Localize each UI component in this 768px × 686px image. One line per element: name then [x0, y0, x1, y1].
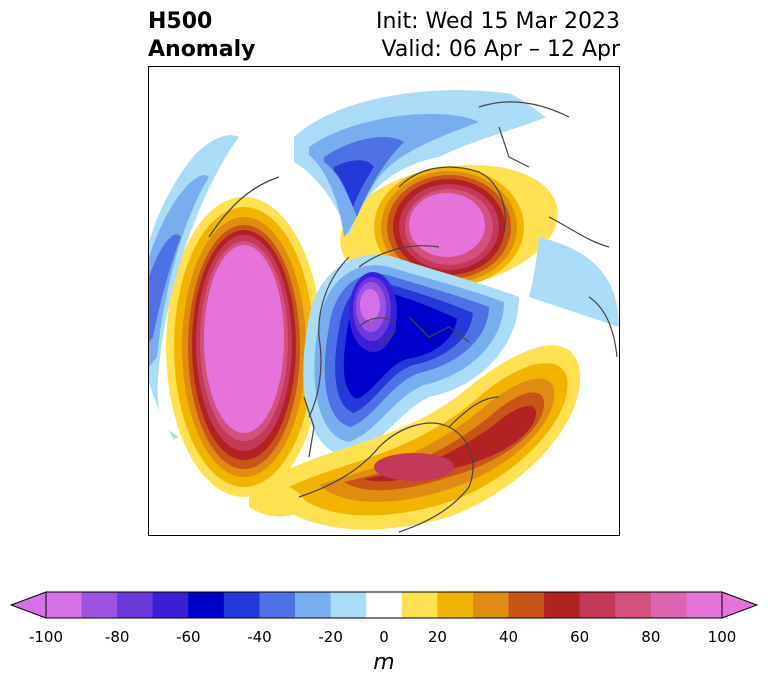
colorbar-swatch — [81, 592, 118, 618]
colorbar-swatch — [615, 592, 652, 618]
title-valid-range: Valid: 06 Apr – 12 Apr — [381, 37, 621, 62]
colorbar-swatch — [295, 592, 332, 618]
title-variable: H500 — [148, 9, 213, 34]
colorbar-swatch — [544, 592, 581, 618]
title-init-date: Init: Wed 15 Mar 2023 — [375, 9, 620, 34]
map-title-left: H500 Anomaly — [148, 8, 255, 64]
polar-map — [148, 66, 620, 536]
colorbar-tick-label: 80 — [641, 628, 661, 646]
colorbar-tick-label: -60 — [176, 628, 201, 646]
colorbar-tick-label: -80 — [104, 628, 130, 646]
north-pacific-ridge — [166, 197, 322, 497]
colorbar-tick-label: -40 — [247, 628, 272, 646]
arctic-siberia-ridge — [340, 164, 558, 290]
colorbar-swatch — [152, 592, 189, 618]
colorbar — [9, 590, 759, 628]
colorbar-tick-label: 40 — [498, 628, 519, 646]
colorbar-svg — [9, 591, 759, 619]
western-blue-band — [149, 135, 239, 447]
colorbar-tick-label: -20 — [318, 628, 343, 646]
colorbar-swatch — [401, 592, 438, 618]
map-title-right: Init: Wed 15 Mar 2023 Valid: 06 Apr – 12… — [376, 8, 620, 64]
colorbar-swatch — [223, 592, 260, 618]
hudson-bay-trough — [303, 254, 519, 457]
eurasia-trough — [529, 237, 619, 327]
colorbar-extend-min — [9, 591, 47, 619]
colorbar-swatch — [259, 592, 296, 618]
colorbar-swatch — [579, 592, 616, 618]
colorbar-tick-label: 20 — [427, 628, 447, 646]
colorbar-extend-max — [721, 591, 759, 619]
colorbar-swatch — [508, 592, 545, 618]
southwest-ridge — [249, 483, 309, 517]
arctic-trough-arc — [294, 90, 569, 237]
colorbar-tick-label: 100 — [707, 628, 737, 646]
colorbar-swatch — [188, 592, 225, 618]
colorbar-outline — [45, 591, 723, 619]
anomaly-map-svg — [149, 90, 619, 533]
colorbar-swatch — [117, 592, 154, 618]
colorbar-swatch — [650, 592, 687, 618]
colorbar-swatch — [330, 592, 367, 618]
colorbar-swatch — [686, 592, 723, 618]
colorbar-swatch — [46, 592, 83, 618]
colorbar-swatch — [472, 592, 510, 618]
colorbar-tick-label: 0 — [379, 628, 389, 646]
colorbar-tick-label: -100 — [28, 628, 64, 646]
colorbar-swatch — [437, 592, 474, 618]
colorbar-swatch — [366, 592, 403, 618]
colorbar-tick-label: 60 — [570, 628, 590, 646]
colorbar-label: m — [373, 650, 395, 675]
eastern-us-atlantic-ridge — [259, 345, 581, 530]
title-type: Anomaly — [148, 37, 256, 62]
coastline-overlay — [208, 101, 618, 533]
